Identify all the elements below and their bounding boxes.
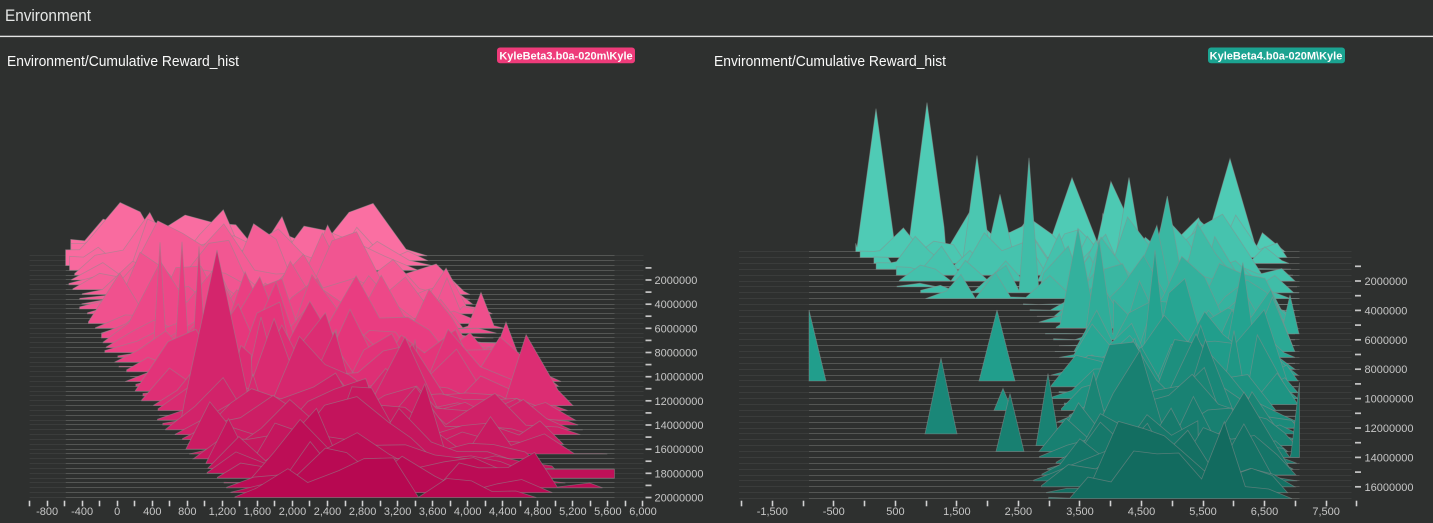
svg-text:6,500: 6,500 [1251,506,1279,518]
svg-text:10000000: 10000000 [655,372,704,384]
svg-text:3,200: 3,200 [384,506,412,518]
svg-text:-800: -800 [36,506,58,518]
svg-text:1,500: 1,500 [943,506,971,518]
svg-text:2,000: 2,000 [279,506,307,518]
svg-text:18000000: 18000000 [655,468,704,480]
svg-text:-400: -400 [71,506,93,518]
svg-text:4,400: 4,400 [489,506,517,518]
svg-text:20000000: 20000000 [655,493,704,505]
svg-text:Environment/Cumulative Reward_: Environment/Cumulative Reward_hist [714,53,947,70]
svg-text:6000000: 6000000 [1365,335,1408,347]
svg-text:KyleBeta4.b0a-020M\Kyle: KyleBeta4.b0a-020M\Kyle [1210,51,1343,63]
svg-text:12000000: 12000000 [655,396,704,408]
svg-text:3,500: 3,500 [1066,506,1094,518]
svg-text:2000000: 2000000 [655,275,698,287]
svg-text:4,000: 4,000 [454,506,482,518]
svg-text:800: 800 [178,506,196,518]
svg-text:2,500: 2,500 [1005,506,1033,518]
svg-text:5,600: 5,600 [594,506,622,518]
svg-text:6,000: 6,000 [629,506,657,518]
svg-text:16000000: 16000000 [655,444,704,456]
svg-text:2000000: 2000000 [1365,276,1408,288]
svg-text:4,500: 4,500 [1128,506,1156,518]
svg-text:2,400: 2,400 [314,506,342,518]
svg-text:10000000: 10000000 [1365,394,1414,406]
svg-text:500: 500 [886,506,904,518]
svg-text:-1,500: -1,500 [757,506,788,518]
svg-text:8000000: 8000000 [1365,364,1408,376]
svg-text:7,500: 7,500 [1312,506,1340,518]
svg-text:3,600: 3,600 [419,506,447,518]
svg-text:1,600: 1,600 [244,506,272,518]
svg-text:8000000: 8000000 [655,348,698,360]
svg-text:-500: -500 [823,506,845,518]
svg-text:14000000: 14000000 [655,420,704,432]
svg-text:KyleBeta3.b0a-020m\Kyle: KyleBeta3.b0a-020m\Kyle [499,51,632,63]
svg-text:16000000: 16000000 [1365,482,1414,494]
svg-text:1,200: 1,200 [209,506,237,518]
svg-text:14000000: 14000000 [1365,452,1414,464]
svg-text:5,500: 5,500 [1189,506,1217,518]
svg-text:12000000: 12000000 [1365,423,1414,435]
svg-text:5,200: 5,200 [559,506,587,518]
svg-text:4000000: 4000000 [1365,305,1408,317]
svg-text:4,800: 4,800 [524,506,552,518]
svg-text:Environment/Cumulative Reward_: Environment/Cumulative Reward_hist [7,53,240,70]
svg-text:4000000: 4000000 [655,299,698,311]
svg-text:400: 400 [143,506,161,518]
svg-text:6000000: 6000000 [655,323,698,335]
svg-text:2,800: 2,800 [349,506,377,518]
svg-text:Environment: Environment [5,6,91,25]
svg-text:0: 0 [114,506,120,518]
